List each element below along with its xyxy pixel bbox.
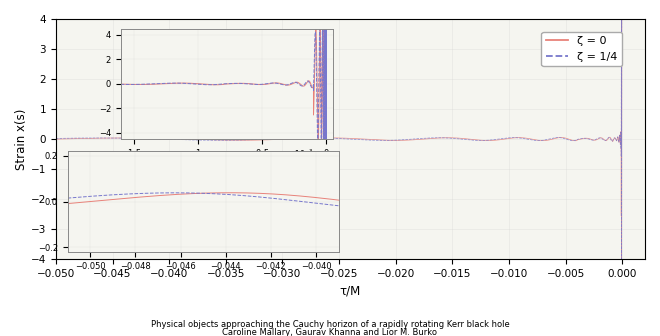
Text: Caroline Mallary, Gaurav Khanna and Lior M. Burko: Caroline Mallary, Gaurav Khanna and Lior…	[222, 328, 438, 336]
Y-axis label: Strain x(s): Strain x(s)	[15, 109, 28, 170]
X-axis label: τ/M: τ/M	[340, 285, 361, 297]
Text: Physical objects approaching the Cauchy horizon of a rapidly rotating Kerr black: Physical objects approaching the Cauchy …	[150, 320, 510, 329]
Legend: ζ = 0, ζ = 1/4: ζ = 0, ζ = 1/4	[541, 32, 622, 66]
